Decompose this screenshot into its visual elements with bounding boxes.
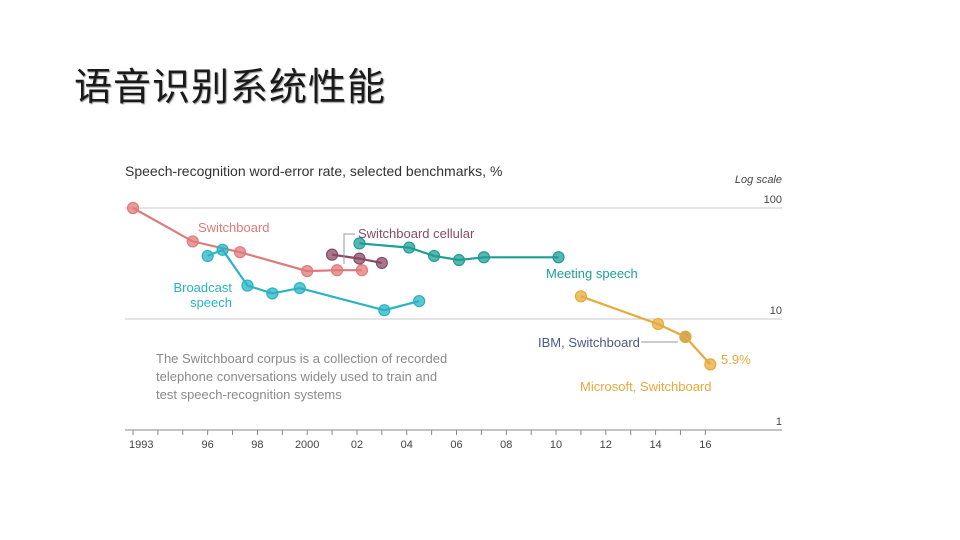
x-tick-label: 16: [699, 439, 711, 451]
data-point: [301, 265, 314, 278]
data-point: [651, 317, 665, 331]
data-point: [704, 358, 717, 371]
y-tick-label: 10: [770, 305, 782, 317]
data-point: [574, 290, 588, 303]
data-point: [126, 201, 140, 215]
data-point: [378, 304, 391, 317]
y-tick-label: 100: [764, 194, 782, 206]
series-label: Meeting speech: [546, 266, 638, 281]
series-3: [353, 237, 565, 267]
series-label: Broadcast: [173, 280, 232, 295]
x-axis: 1993 96 98 2000 02 04 06 08 10 12 14 16: [125, 429, 782, 451]
series-label: Switchboard: [198, 220, 270, 235]
x-tick-label: 08: [500, 439, 512, 451]
data-point: [266, 287, 279, 300]
data-point: [428, 249, 441, 263]
data-point: [353, 237, 366, 250]
series-group: [126, 201, 717, 371]
data-point: [201, 249, 214, 263]
x-tick-label: 1993: [129, 439, 153, 451]
note-line: The Switchboard corpus is a collection o…: [156, 351, 447, 366]
data-point: [403, 241, 416, 254]
data-point: [233, 246, 247, 259]
series-line: [580, 295, 712, 366]
data-point: [241, 279, 254, 292]
data-point: [293, 281, 306, 295]
x-tick-label: 96: [202, 439, 214, 451]
annotation-note: The Switchboard corpus is a collection o…: [156, 351, 447, 402]
series-line: [359, 242, 559, 262]
series-label: 5.9%: [721, 352, 751, 367]
data-point: [330, 264, 344, 277]
data-point: [477, 251, 490, 264]
series-label: Microsoft, Switchboard: [580, 379, 712, 394]
data-point: [452, 253, 466, 267]
data-point: [413, 294, 426, 308]
data-point: [552, 251, 565, 264]
data-point: [355, 264, 369, 277]
series-1: [325, 248, 388, 270]
data-point: [679, 330, 692, 343]
x-tick-label: 14: [649, 439, 661, 451]
series-5: [574, 290, 717, 371]
note-line: telephone conversations widely used to t…: [156, 369, 437, 384]
series-labels: Switchboard Switchboard cellular Broadcast…: [173, 220, 751, 394]
data-point: [325, 248, 339, 261]
series-line: [132, 207, 362, 273]
data-point: [375, 256, 388, 270]
leader-line: [343, 233, 355, 264]
series-label: speech: [190, 295, 232, 310]
note-line: test speech-recognition systems: [156, 387, 342, 402]
series-0: [126, 201, 369, 278]
data-point: [186, 235, 199, 248]
data-point: [216, 243, 229, 256]
y-tick-label: 1: [776, 416, 782, 428]
data-point: [353, 252, 366, 265]
x-tick-label: 12: [600, 439, 612, 451]
x-tick-label: 04: [401, 439, 413, 451]
x-tick-label: 10: [550, 439, 562, 451]
x-tick-label: 98: [251, 439, 263, 451]
x-tick-label: 2000: [295, 439, 319, 451]
series-label: Switchboard cellular: [358, 226, 475, 241]
series-label: IBM, Switchboard: [538, 335, 640, 350]
chart-title: Speech-recognition word-error rate, sele…: [125, 163, 502, 179]
series-line: [207, 248, 420, 312]
scale-note: Log scale: [735, 174, 782, 186]
x-tick-label: 06: [450, 439, 462, 451]
slide-title: 语音识别系统性能: [74, 65, 387, 109]
series-2: [201, 243, 426, 317]
x-tick-label: 02: [351, 439, 363, 451]
